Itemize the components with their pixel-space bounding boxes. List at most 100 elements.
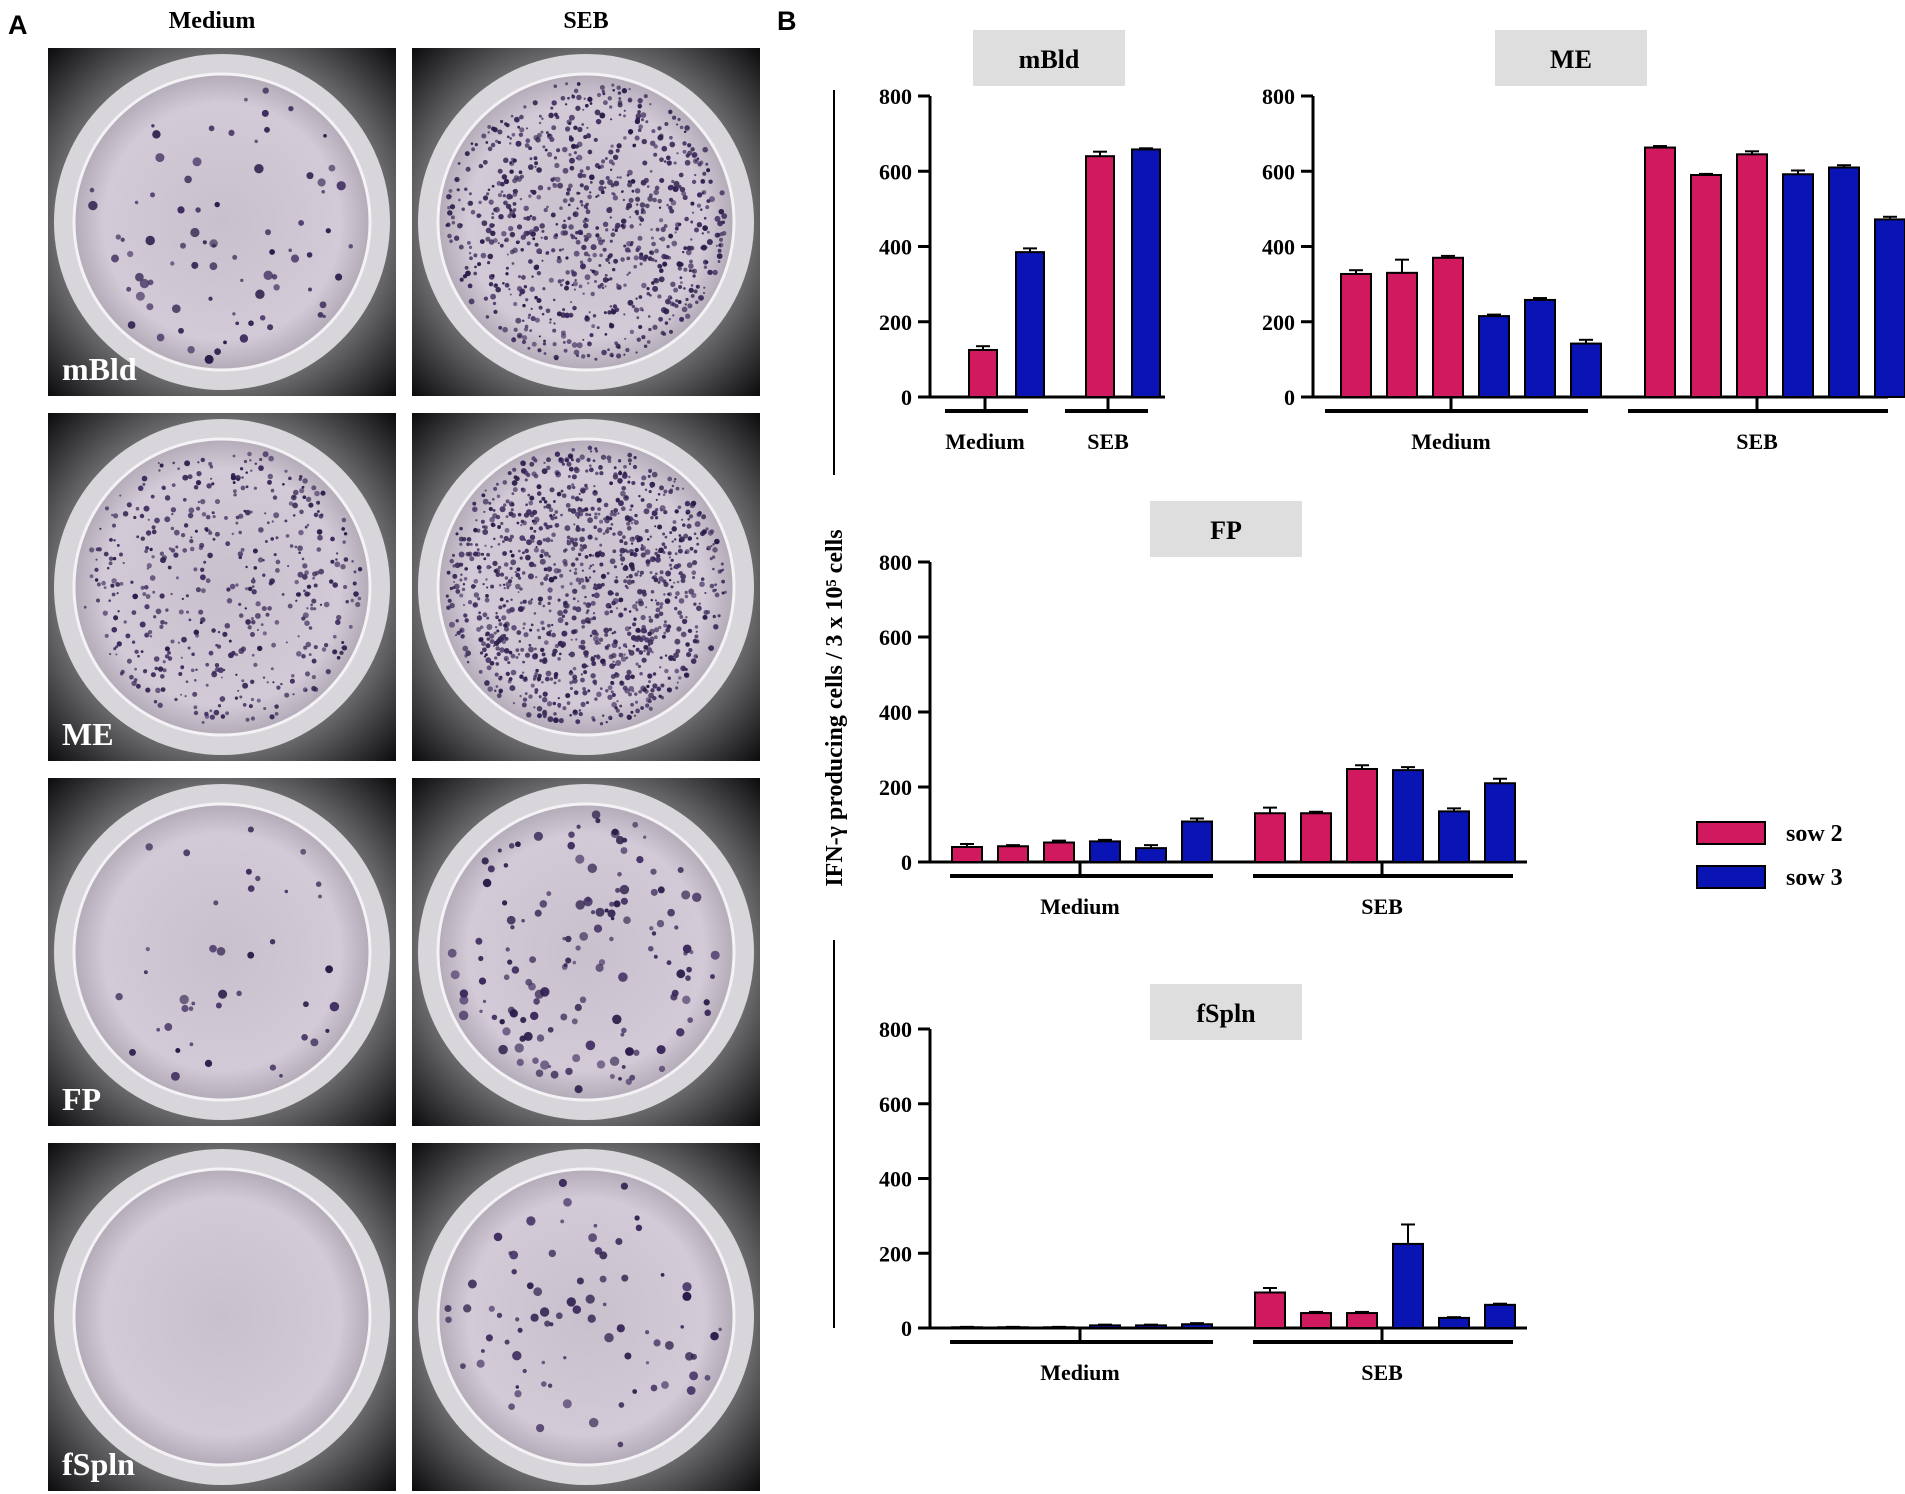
y-tick-label: 800	[1262, 84, 1295, 109]
group-label: Medium	[1040, 894, 1119, 919]
y-tick-label: 200	[879, 1241, 912, 1266]
y-tick-label: 400	[879, 1167, 912, 1192]
bar	[1085, 155, 1115, 398]
y-tick-label: 200	[879, 775, 912, 800]
bar	[1828, 166, 1860, 398]
bar	[1181, 1323, 1213, 1329]
group-label: SEB	[1736, 429, 1778, 454]
y-tick-label: 0	[901, 1316, 912, 1341]
bar	[1015, 251, 1045, 398]
well-row-label: fSpln	[62, 1446, 135, 1482]
bar	[997, 845, 1029, 863]
bar	[1254, 812, 1286, 863]
y-tick-label: 400	[1262, 235, 1295, 260]
y-tick-label: 800	[879, 1017, 912, 1042]
bar	[1432, 256, 1464, 398]
elispot-well: mBld	[48, 48, 396, 396]
y-tick-label: 800	[879, 550, 912, 575]
legend-swatch	[1696, 865, 1766, 889]
chart-title-box	[973, 30, 1125, 86]
bar	[1089, 840, 1121, 863]
bar	[1089, 1324, 1121, 1330]
chart-title-box	[1495, 30, 1647, 86]
y-tick-label: 0	[1284, 385, 1295, 410]
chart-fp: FP 0 200 400 600 800 Medium SEB	[879, 501, 1527, 919]
group-label: SEB	[1361, 894, 1403, 919]
bar	[968, 348, 998, 398]
bar	[1874, 218, 1905, 398]
bar	[1300, 1312, 1332, 1330]
bar	[1340, 272, 1372, 398]
bar	[1782, 173, 1814, 398]
group-label: SEB	[1361, 1360, 1403, 1385]
chart-fspln: fSpln 0 200 400 600 800 Medium SEB	[879, 984, 1527, 1385]
column-header-medium: Medium	[168, 8, 256, 34]
panel-b-letter: B	[777, 6, 797, 36]
y-tick-label: 600	[879, 625, 912, 650]
chart-title-box	[1150, 984, 1302, 1040]
bar	[1478, 315, 1510, 399]
group-label: Medium	[945, 429, 1024, 454]
chart-title-box	[1150, 501, 1302, 557]
bar	[1386, 271, 1418, 398]
bar	[1484, 1303, 1516, 1330]
y-tick-label: 600	[879, 1092, 912, 1117]
chart-mbld: mBld 0 200 400 600 800 Medium SEB	[879, 30, 1165, 454]
y-tick-label: 400	[879, 235, 912, 260]
elispot-well	[412, 48, 760, 396]
bar	[1131, 148, 1161, 398]
bar	[951, 846, 983, 863]
group-label: SEB	[1087, 429, 1129, 454]
bar	[1346, 768, 1378, 863]
y-tick-label: 0	[901, 850, 912, 875]
well-row-label: ME	[62, 716, 114, 752]
bar	[1254, 1291, 1286, 1330]
elispot-well: fSpln	[48, 1143, 396, 1491]
elispot-well: FP	[48, 778, 396, 1126]
group-label: Medium	[1040, 1360, 1119, 1385]
legend-label: sow 2	[1786, 821, 1843, 847]
elispot-well	[412, 778, 760, 1126]
chart-title: FP	[1210, 516, 1242, 545]
column-header-seb: SEB	[563, 8, 609, 34]
chart-title: ME	[1550, 45, 1592, 74]
well-row-label: mBld	[62, 351, 137, 387]
y-tick-label: 800	[879, 84, 912, 109]
bar	[1181, 820, 1213, 863]
y-axis-label: IFN-γ producing cells / 3 x 10⁵ cells	[822, 529, 848, 886]
bar	[1135, 1324, 1167, 1330]
bar	[1484, 782, 1516, 863]
chart-title: mBld	[1019, 45, 1080, 74]
well-row-label: FP	[62, 1081, 102, 1117]
bar	[1644, 146, 1676, 398]
bar	[1570, 342, 1602, 399]
y-tick-label: 600	[1262, 159, 1295, 184]
elispot-well	[412, 413, 760, 761]
elispot-well: ME	[48, 413, 396, 761]
group-label: Medium	[1411, 429, 1490, 454]
bar	[1346, 1312, 1378, 1330]
bar	[1438, 1316, 1470, 1329]
bar	[1392, 769, 1424, 863]
y-tick-label: 400	[879, 700, 912, 725]
panel-a-letter: A	[8, 10, 28, 40]
y-tick-label: 200	[1262, 310, 1295, 335]
bar	[1300, 812, 1332, 863]
legend-swatch	[1696, 821, 1766, 845]
legend-label: sow 3	[1786, 865, 1843, 891]
chart-title: fSpln	[1196, 999, 1256, 1028]
bar	[1524, 298, 1556, 398]
bar	[1135, 847, 1167, 863]
y-tick-label: 200	[879, 310, 912, 335]
y-tick-label: 0	[901, 385, 912, 410]
bar	[1438, 810, 1470, 863]
elispot-well	[412, 1143, 760, 1491]
bar	[1392, 1242, 1424, 1329]
bar	[1736, 153, 1768, 398]
chart-me: ME 0 200 400 600 800 Medium SEB	[1262, 30, 1905, 454]
bar	[1043, 841, 1075, 863]
y-label-mask	[822, 475, 846, 940]
y-tick-label: 600	[879, 159, 912, 184]
bar	[1690, 174, 1722, 398]
